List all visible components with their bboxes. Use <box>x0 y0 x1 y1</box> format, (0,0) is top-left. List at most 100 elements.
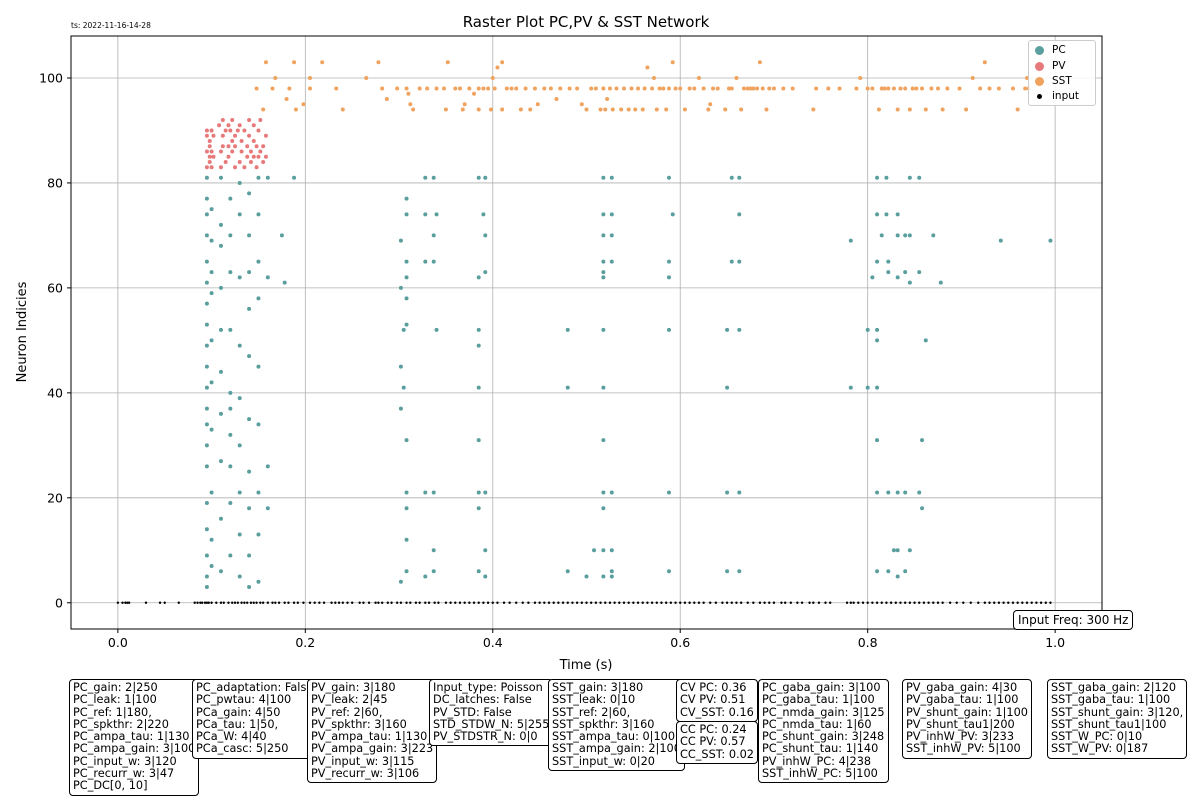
spike-point-input <box>424 601 427 604</box>
spike-point-pc <box>483 490 488 495</box>
spike-point-input <box>988 601 991 604</box>
spike-point-pc <box>256 422 261 427</box>
spike-point-pv <box>245 154 250 159</box>
param-line: SST_shunt_gain: 3|120, <box>1051 705 1184 719</box>
plot-area-frame <box>70 35 1103 630</box>
spike-point-sst <box>308 86 313 91</box>
param-line: CC PC: 0.24 <box>680 723 747 736</box>
spike-point-input <box>997 601 1001 604</box>
spike-point-pc <box>209 380 214 385</box>
spike-point-pc <box>483 548 488 553</box>
spike-point-input <box>557 601 560 604</box>
spike-point-sst <box>376 60 381 65</box>
spike-point-sst <box>640 107 645 112</box>
spike-point-input <box>772 601 776 604</box>
spike-point-input <box>875 601 879 604</box>
spike-point-sst <box>270 86 275 91</box>
spike-point-pc <box>666 569 671 574</box>
param-line: PC_ref: 1|180, <box>73 705 152 719</box>
x-tick-label: 0.8 <box>858 635 878 650</box>
spike-point-pc <box>609 233 614 238</box>
spike-point-pc <box>666 259 671 264</box>
param-line: PCa_tau: 1|50, <box>196 717 279 731</box>
spike-point-pc <box>218 411 223 416</box>
spike-point-pv <box>226 123 231 128</box>
param-line: SST_input_w: 0|20 <box>552 754 655 768</box>
spike-point-pc <box>247 233 252 238</box>
spike-point-pc <box>601 212 606 217</box>
spike-point-pc <box>903 233 908 238</box>
spike-point-input <box>240 601 243 604</box>
spike-point-input <box>491 601 494 604</box>
spike-point-sst <box>682 107 687 112</box>
spike-point-sst <box>284 96 289 101</box>
spike-point-input <box>193 601 196 604</box>
spike-point-input <box>318 601 321 604</box>
spike-point-pv <box>217 123 222 128</box>
spike-point-sst <box>692 86 697 91</box>
spike-point-pc <box>1048 238 1053 243</box>
spike-point-pc <box>265 175 270 180</box>
spike-point-pc <box>431 490 436 495</box>
spike-point-sst <box>811 107 816 112</box>
spike-point-pv <box>230 149 235 154</box>
spike-point-sst <box>554 96 559 101</box>
param-box-pv-inhibition: PV_gaba_gain: 4|30 PV_gaba_tau: 1|100 PV_s… <box>902 679 1032 759</box>
spike-point-pc <box>218 175 223 180</box>
spike-point-input <box>927 601 930 604</box>
spike-point-sst <box>687 86 692 91</box>
spike-point-input <box>249 601 253 604</box>
spike-point-pv <box>207 154 212 159</box>
param-line: PV_gain: 3|180 <box>311 681 396 694</box>
spike-point-sst <box>263 60 268 65</box>
param-line: SST_shunt_tau1|100 <box>1051 717 1167 731</box>
spike-point-pv <box>247 133 252 138</box>
spike-point-sst <box>558 86 563 91</box>
spike-point-sst <box>425 86 430 91</box>
spike-point-pc <box>931 233 936 238</box>
spike-point-input <box>433 601 436 604</box>
spike-point-sst <box>334 86 339 91</box>
spike-point-pc <box>476 506 481 511</box>
spike-point-sst <box>514 86 519 91</box>
axis-ticks: 0.0 0.2 0.4 0.6 0.8 1.0 0 20 40 60 80 100 <box>39 70 1065 650</box>
spike-point-pc <box>398 238 403 243</box>
param-box-pc-inhibition: PC_gaba_gain: 3|100 PC_gaba_tau: 1|100 PC_… <box>758 679 889 784</box>
spike-point-input <box>163 601 166 604</box>
spike-point-pc <box>875 338 880 343</box>
spike-point-input <box>246 601 249 604</box>
spike-point-input <box>977 601 980 604</box>
spike-point-sst <box>603 107 608 112</box>
spike-point-pv <box>263 133 268 138</box>
spike-point-sst <box>657 86 662 91</box>
spike-point-sst <box>929 86 934 91</box>
spike-point-pc <box>737 212 742 217</box>
spike-point-sst <box>642 86 647 91</box>
spike-point-pc <box>725 385 730 390</box>
spike-point-sst <box>287 86 292 91</box>
x-tick-label: 0.2 <box>295 635 315 650</box>
spike-point-sst <box>445 60 450 65</box>
spike-point-pv <box>248 149 253 154</box>
spike-point-sst <box>490 75 495 80</box>
spike-point-input <box>362 601 365 604</box>
param-line: PV_input_w: 3|115 <box>311 754 415 768</box>
spike-point-pc <box>729 175 734 180</box>
spike-point-input <box>463 601 466 604</box>
spike-point-input <box>274 601 277 604</box>
spike-point-input <box>739 601 743 604</box>
spike-point-sst <box>500 60 505 65</box>
spike-point-pv <box>263 154 268 159</box>
param-line: PC_adaptation: False <box>196 681 314 694</box>
spike-point-input <box>608 601 612 604</box>
spike-point-sst <box>254 86 259 91</box>
spike-point-input <box>709 601 712 604</box>
spike-point-pc <box>204 385 209 390</box>
spike-point-sst <box>481 86 486 91</box>
spike-point-input <box>486 601 490 604</box>
spike-point-pc <box>218 327 223 332</box>
series-pc <box>204 175 1053 590</box>
spike-point-pc <box>237 343 242 348</box>
param-line: SST_gain: 3|180 <box>552 681 644 694</box>
spike-point-pc <box>591 548 596 553</box>
